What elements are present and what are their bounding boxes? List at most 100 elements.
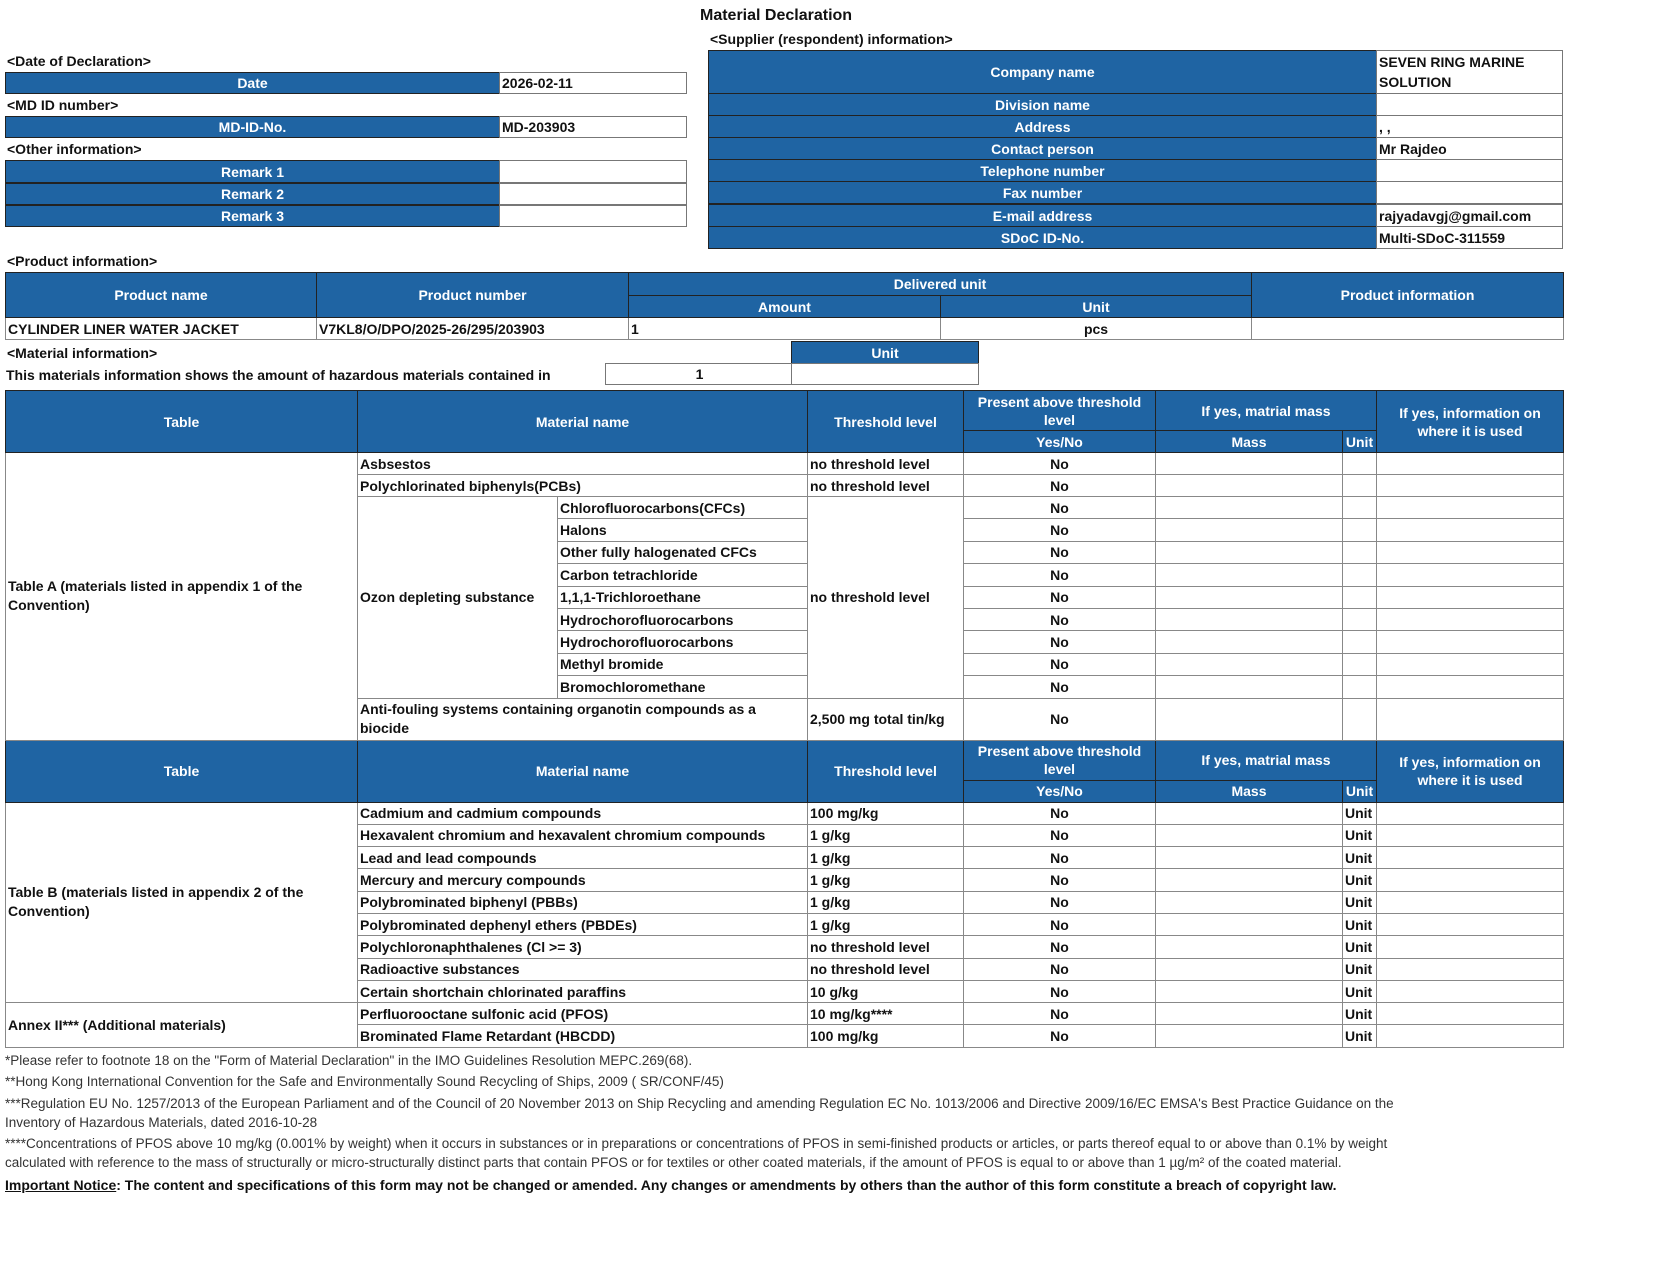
usage-info-cell[interactable]	[1376, 957, 1564, 981]
unit-cell[interactable]	[1342, 452, 1377, 475]
yes-no-cell[interactable]: No	[963, 1002, 1156, 1026]
unit-cell[interactable]: Unit	[1342, 823, 1377, 848]
usage-info-cell[interactable]	[1376, 540, 1564, 565]
usage-info-cell[interactable]	[1376, 823, 1564, 848]
mass-cell[interactable]	[1155, 540, 1343, 565]
amount-cell[interactable]: 1	[628, 317, 941, 340]
mass-cell[interactable]	[1155, 890, 1343, 915]
usage-info-cell[interactable]	[1376, 563, 1564, 587]
unit-cell[interactable]: Unit	[1342, 957, 1377, 981]
remark-3-field[interactable]	[499, 205, 687, 227]
mass-cell[interactable]	[1155, 1002, 1343, 1026]
unit-cell[interactable]	[1342, 652, 1377, 677]
yes-no-cell[interactable]: No	[963, 697, 1156, 741]
mass-cell[interactable]	[1155, 846, 1343, 870]
division-name-field[interactable]	[1376, 93, 1563, 116]
unit-cell[interactable]	[1342, 495, 1377, 520]
unit-cell[interactable]	[1342, 630, 1377, 654]
usage-info-cell[interactable]	[1376, 675, 1564, 699]
usage-info-cell[interactable]	[1376, 474, 1564, 497]
unit-cell[interactable]: Unit	[1342, 868, 1377, 892]
yes-no-cell[interactable]: No	[963, 823, 1156, 848]
mass-cell[interactable]	[1155, 630, 1343, 654]
mass-cell[interactable]	[1155, 801, 1343, 825]
usage-info-cell[interactable]	[1376, 1024, 1564, 1048]
telephone-number-field[interactable]	[1376, 159, 1563, 182]
material-quantity-field[interactable]: 1	[605, 363, 792, 385]
contact-person-field[interactable]: Mr Rajdeo	[1376, 137, 1563, 160]
mass-cell[interactable]	[1155, 697, 1343, 741]
usage-info-cell[interactable]	[1376, 890, 1564, 915]
unit-cell[interactable]	[1342, 563, 1377, 587]
unit-cell[interactable]: Unit	[1342, 979, 1377, 1004]
yes-no-cell[interactable]: No	[963, 540, 1156, 565]
usage-info-cell[interactable]	[1376, 1002, 1564, 1026]
mass-cell[interactable]	[1155, 652, 1343, 677]
remark-1-field[interactable]	[499, 160, 687, 183]
product-number-cell[interactable]: V7KL8/O/DPO/2025-26/295/203903	[316, 317, 629, 340]
product-information-cell[interactable]	[1251, 317, 1564, 340]
mass-cell[interactable]	[1155, 607, 1343, 632]
address-field[interactable]: , ,	[1376, 115, 1563, 138]
sdoc-id-no-field[interactable]: Multi-SDoC-311559	[1376, 226, 1563, 249]
yes-no-cell[interactable]: No	[963, 607, 1156, 632]
yes-no-cell[interactable]: No	[963, 652, 1156, 677]
yes-no-cell[interactable]: No	[963, 868, 1156, 892]
mass-cell[interactable]	[1155, 585, 1343, 609]
usage-info-cell[interactable]	[1376, 697, 1564, 741]
mass-cell[interactable]	[1155, 979, 1343, 1004]
yes-no-cell[interactable]: No	[963, 563, 1156, 587]
unit-cell[interactable]	[1342, 540, 1377, 565]
mass-cell[interactable]	[1155, 518, 1343, 542]
usage-info-cell[interactable]	[1376, 652, 1564, 677]
mass-cell[interactable]	[1155, 452, 1343, 475]
mass-cell[interactable]	[1155, 495, 1343, 520]
usage-info-cell[interactable]	[1376, 979, 1564, 1004]
yes-no-cell[interactable]: No	[963, 495, 1156, 520]
yes-no-cell[interactable]: No	[963, 890, 1156, 915]
unit-cell[interactable]: Unit	[1342, 1024, 1377, 1048]
usage-info-cell[interactable]	[1376, 801, 1564, 825]
yes-no-cell[interactable]: No	[963, 957, 1156, 981]
unit-cell[interactable]	[1342, 474, 1377, 497]
mass-cell[interactable]	[1155, 474, 1343, 497]
yes-no-cell[interactable]: No	[963, 912, 1156, 937]
usage-info-cell[interactable]	[1376, 935, 1564, 959]
yes-no-cell[interactable]: No	[963, 801, 1156, 825]
yes-no-cell[interactable]: No	[963, 630, 1156, 654]
yes-no-cell[interactable]: No	[963, 585, 1156, 609]
yes-no-cell[interactable]: No	[963, 935, 1156, 959]
yes-no-cell[interactable]: No	[963, 474, 1156, 497]
e-mail-address-field[interactable]: rajyadavgj@gmail.com	[1376, 204, 1563, 227]
mass-cell[interactable]	[1155, 1024, 1343, 1048]
yes-no-cell[interactable]: No	[963, 846, 1156, 870]
mass-cell[interactable]	[1155, 823, 1343, 848]
fax-number-field[interactable]	[1376, 181, 1563, 204]
yes-no-cell[interactable]: No	[963, 675, 1156, 699]
mass-cell[interactable]	[1155, 868, 1343, 892]
remark-2-field[interactable]	[499, 183, 687, 205]
mass-cell[interactable]	[1155, 675, 1343, 699]
usage-info-cell[interactable]	[1376, 585, 1564, 609]
mass-cell[interactable]	[1155, 563, 1343, 587]
usage-info-cell[interactable]	[1376, 630, 1564, 654]
usage-info-cell[interactable]	[1376, 518, 1564, 542]
usage-info-cell[interactable]	[1376, 846, 1564, 870]
unit-cell[interactable]: pcs	[940, 317, 1252, 340]
unit-cell[interactable]: Unit	[1342, 912, 1377, 937]
unit-cell[interactable]	[1342, 675, 1377, 699]
usage-info-cell[interactable]	[1376, 912, 1564, 937]
product-name-cell[interactable]: CYLINDER LINER WATER JACKET	[5, 317, 317, 340]
yes-no-cell[interactable]: No	[963, 452, 1156, 475]
unit-cell[interactable]: Unit	[1342, 890, 1377, 915]
date-field[interactable]: 2026-02-11	[499, 72, 687, 94]
company-name-field[interactable]: SEVEN RING MARINE SOLUTION	[1376, 50, 1563, 94]
unit-cell[interactable]	[1342, 607, 1377, 632]
usage-info-cell[interactable]	[1376, 495, 1564, 520]
mass-cell[interactable]	[1155, 912, 1343, 937]
yes-no-cell[interactable]: No	[963, 518, 1156, 542]
yes-no-cell[interactable]: No	[963, 1024, 1156, 1048]
unit-cell[interactable]	[1342, 518, 1377, 542]
mass-cell[interactable]	[1155, 935, 1343, 959]
unit-cell[interactable]: Unit	[1342, 1002, 1377, 1026]
